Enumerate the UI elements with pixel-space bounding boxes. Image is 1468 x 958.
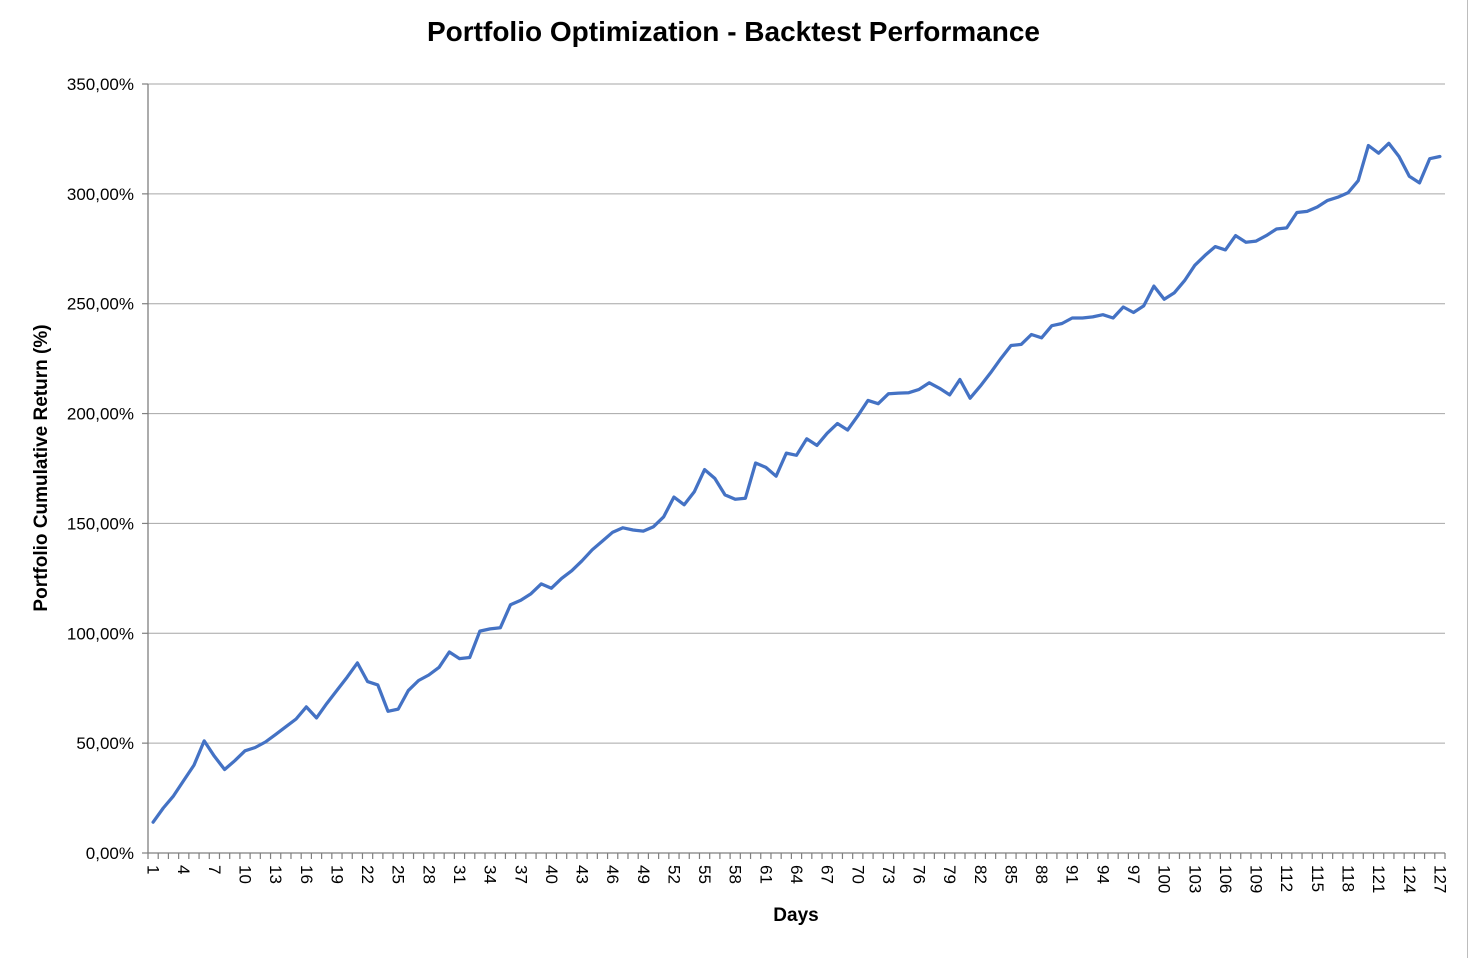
x-tick-label: 22 [358,865,377,884]
x-tick-label: 94 [1093,865,1112,884]
x-tick-label: 40 [542,865,561,884]
x-tick-label: 124 [1400,865,1419,893]
y-tick-label: 100,00% [67,624,134,643]
x-tick-label: 58 [726,865,745,884]
x-tick-label: 43 [573,865,592,884]
y-tick-label: 0,00% [86,844,134,863]
x-tick-label: 88 [1032,865,1051,884]
x-tick-label: 109 [1247,865,1266,893]
x-tick-label: 49 [634,865,653,884]
x-tick-label: 37 [511,865,530,884]
series-line [151,141,1442,824]
x-tick-label: 55 [695,865,714,884]
x-tick-label: 106 [1216,865,1235,893]
x-tick-label: 13 [266,865,285,884]
x-tick-label: 97 [1124,865,1143,884]
x-tick-label: 115 [1308,865,1327,892]
x-tick-label: 127 [1430,865,1449,893]
x-tick-label: 4 [174,865,193,874]
x-tick-label: 61 [756,865,775,884]
x-tick-label: 28 [419,865,438,884]
y-tick-label: 200,00% [67,405,134,424]
x-tick-label: 64 [787,865,806,884]
x-tick-label: 7 [205,865,224,874]
x-tick-label: 19 [327,865,346,884]
x-tick-label: 25 [389,865,408,884]
y-tick-label: 350,00% [67,75,134,94]
x-tick-label: 31 [450,865,469,884]
x-tick-label: 34 [481,865,500,884]
x-tick-label: 79 [940,865,959,884]
x-tick-label: 70 [848,865,867,884]
x-tick-label: 85 [1001,865,1020,884]
x-tick-label: 91 [1063,865,1082,884]
x-tick-label: 73 [879,865,898,884]
y-tick-label: 300,00% [67,185,134,204]
x-tick-label: 112 [1277,865,1296,892]
x-tick-label: 76 [910,865,929,884]
x-tick-label: 100 [1155,865,1174,893]
x-tick-label: 52 [664,865,683,884]
x-axis-title: Days [773,905,819,926]
y-tick-label: 250,00% [67,295,134,314]
y-tick-label: 50,00% [76,734,134,753]
x-tick-label: 46 [603,865,622,884]
chart-title: Portfolio Optimization - Backtest Perfor… [427,16,1040,47]
x-tick-label: 10 [236,865,255,884]
x-tick-label: 67 [818,865,837,884]
x-tick-label: 16 [297,865,316,884]
x-tick-label: 118 [1338,865,1357,892]
x-tick-label: 121 [1369,865,1388,893]
x-tick-label: 1 [144,865,163,874]
x-tick-label: 82 [971,865,990,884]
x-tick-label: 103 [1185,865,1204,893]
y-tick-label: 150,00% [67,514,134,533]
